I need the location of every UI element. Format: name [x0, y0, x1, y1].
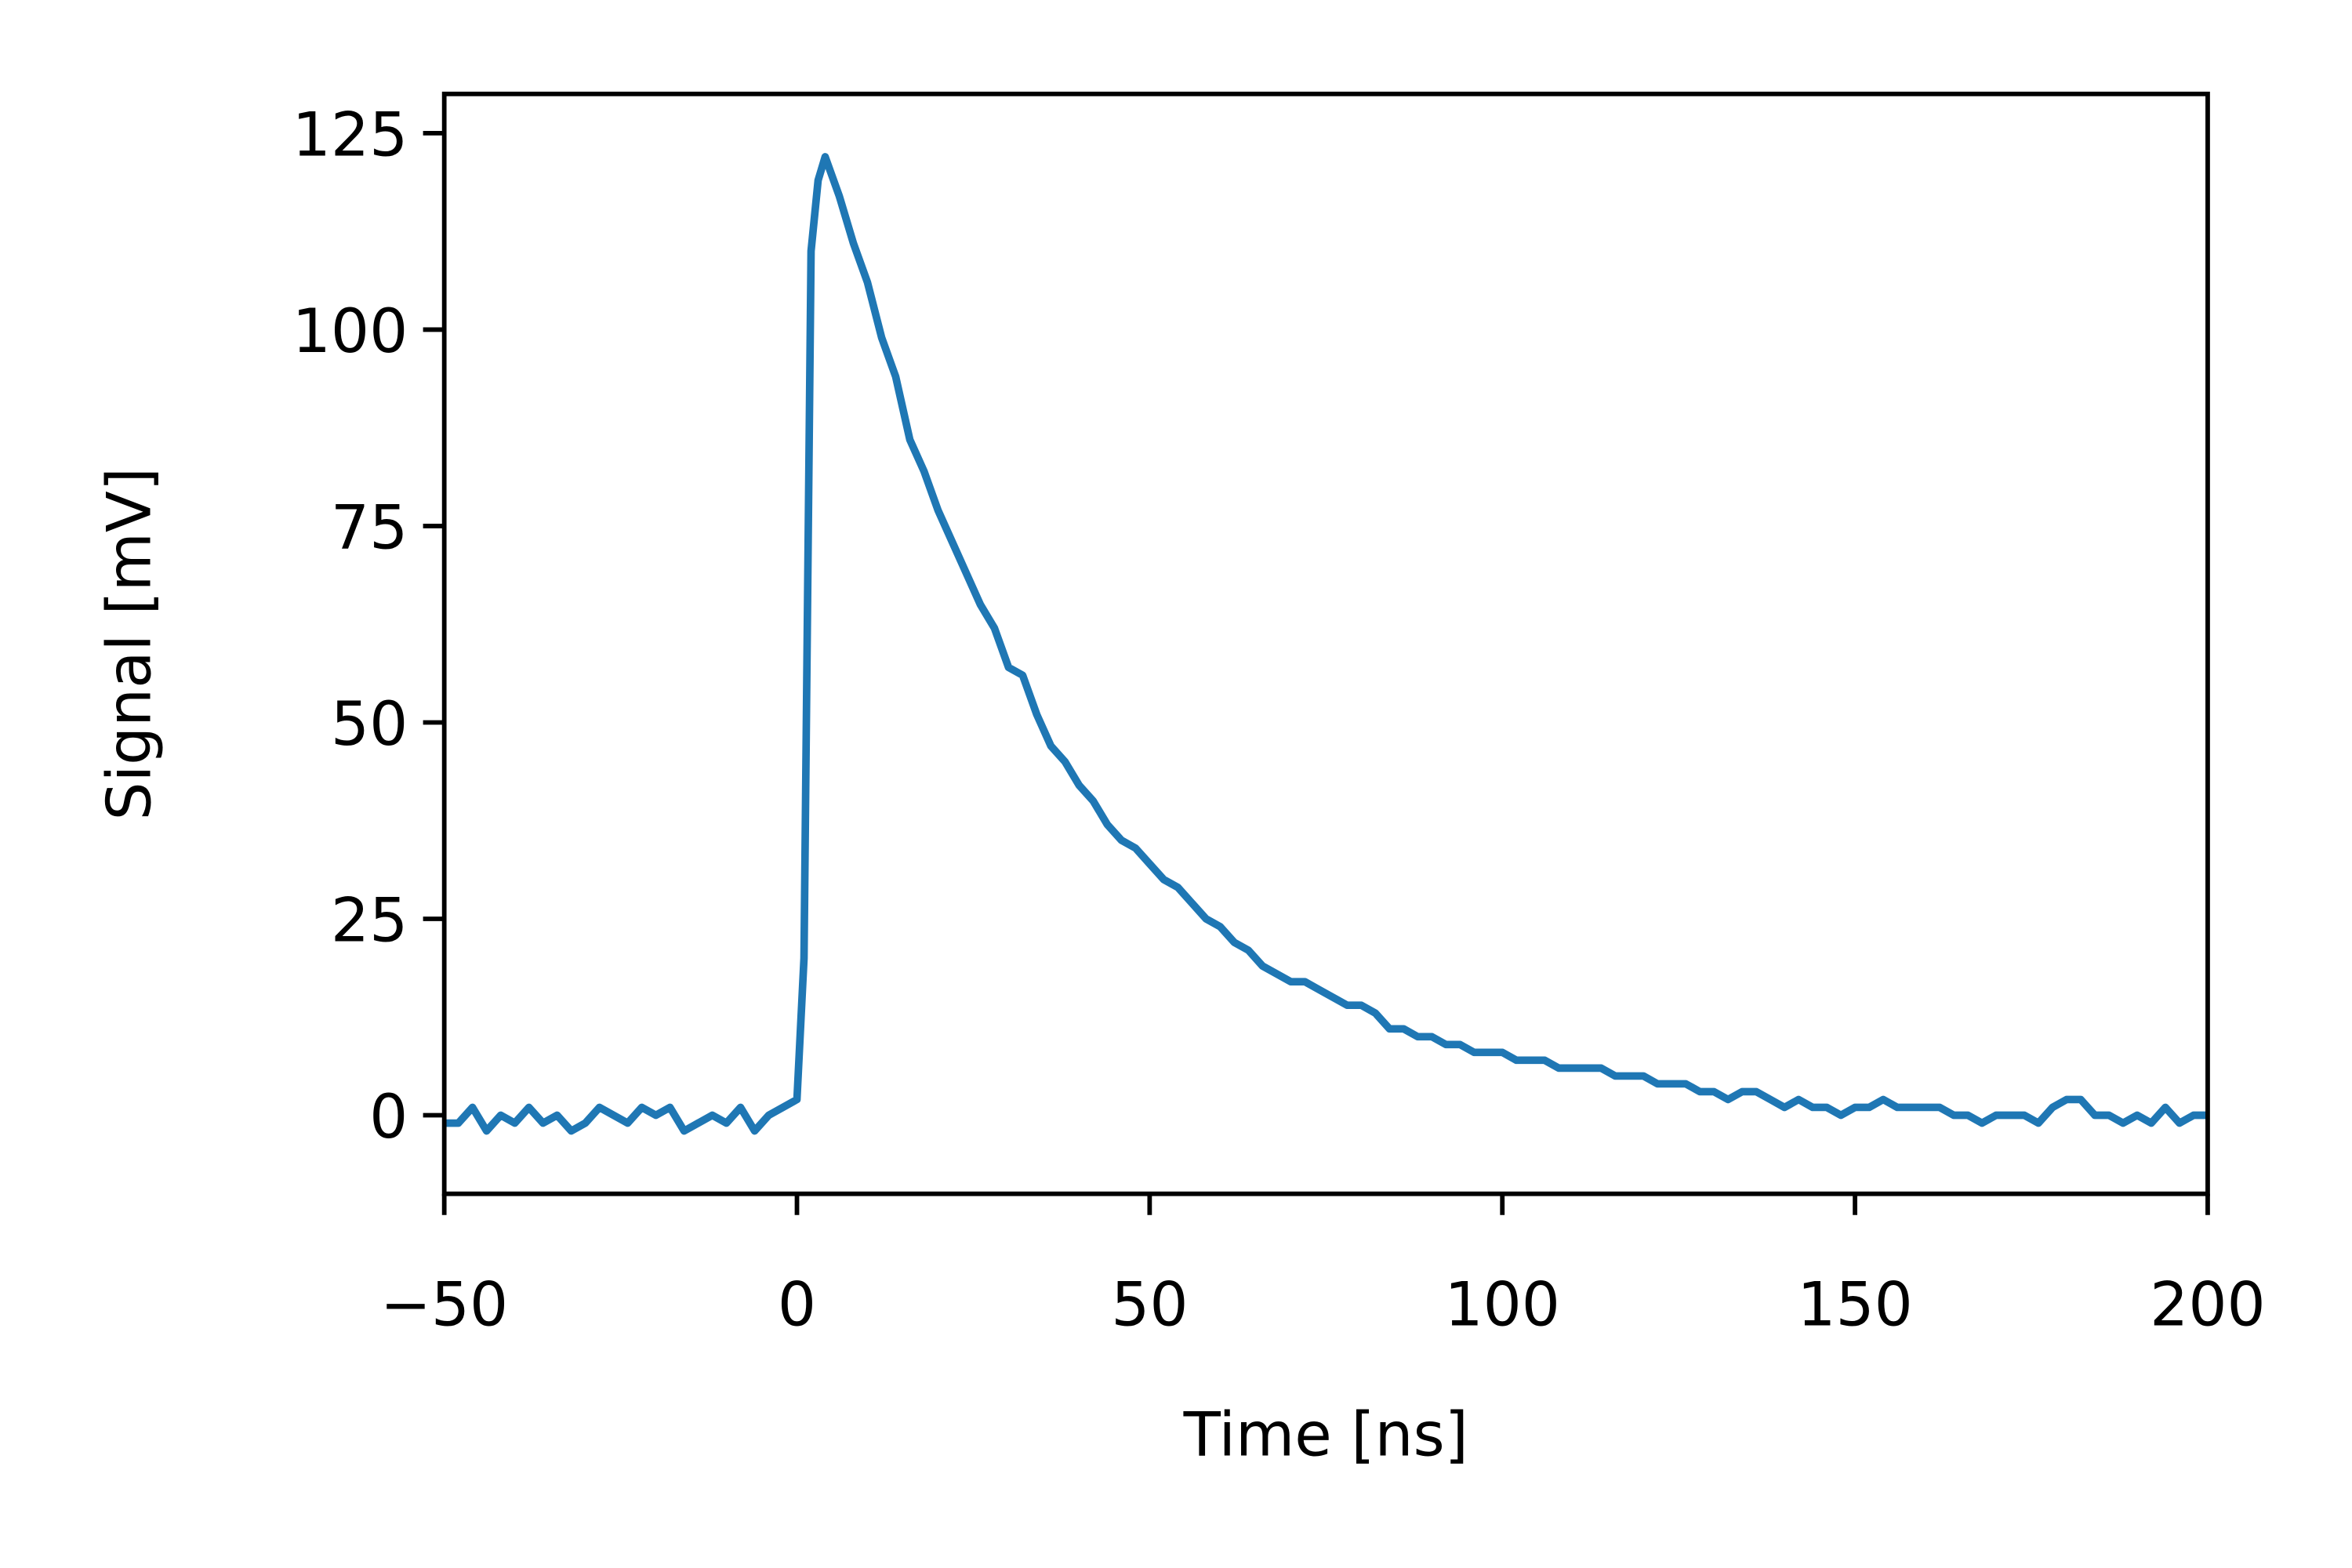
plot-frame: [441, 91, 2210, 1196]
y-tick-label: 50: [331, 689, 408, 760]
x-tick-label: 100: [1444, 1270, 1560, 1341]
x-tick-label: −50: [380, 1270, 508, 1341]
x-tick-label: 200: [2150, 1270, 2266, 1341]
y-tick-label: 25: [331, 886, 408, 956]
x-tick-label: 150: [1797, 1270, 1913, 1341]
y-tick-label: 75: [331, 493, 408, 564]
y-tick-label: 100: [292, 296, 408, 367]
y-tick-label: 125: [292, 100, 408, 171]
signal-line: [444, 153, 2208, 1135]
x-tick-label: 0: [778, 1270, 816, 1341]
x-tick-label: 50: [1111, 1270, 1188, 1341]
y-tick-label: 0: [369, 1082, 408, 1152]
y-axis-label: Signal [mV]: [95, 467, 165, 820]
x-axis-label: Time [ns]: [1183, 1400, 1468, 1471]
